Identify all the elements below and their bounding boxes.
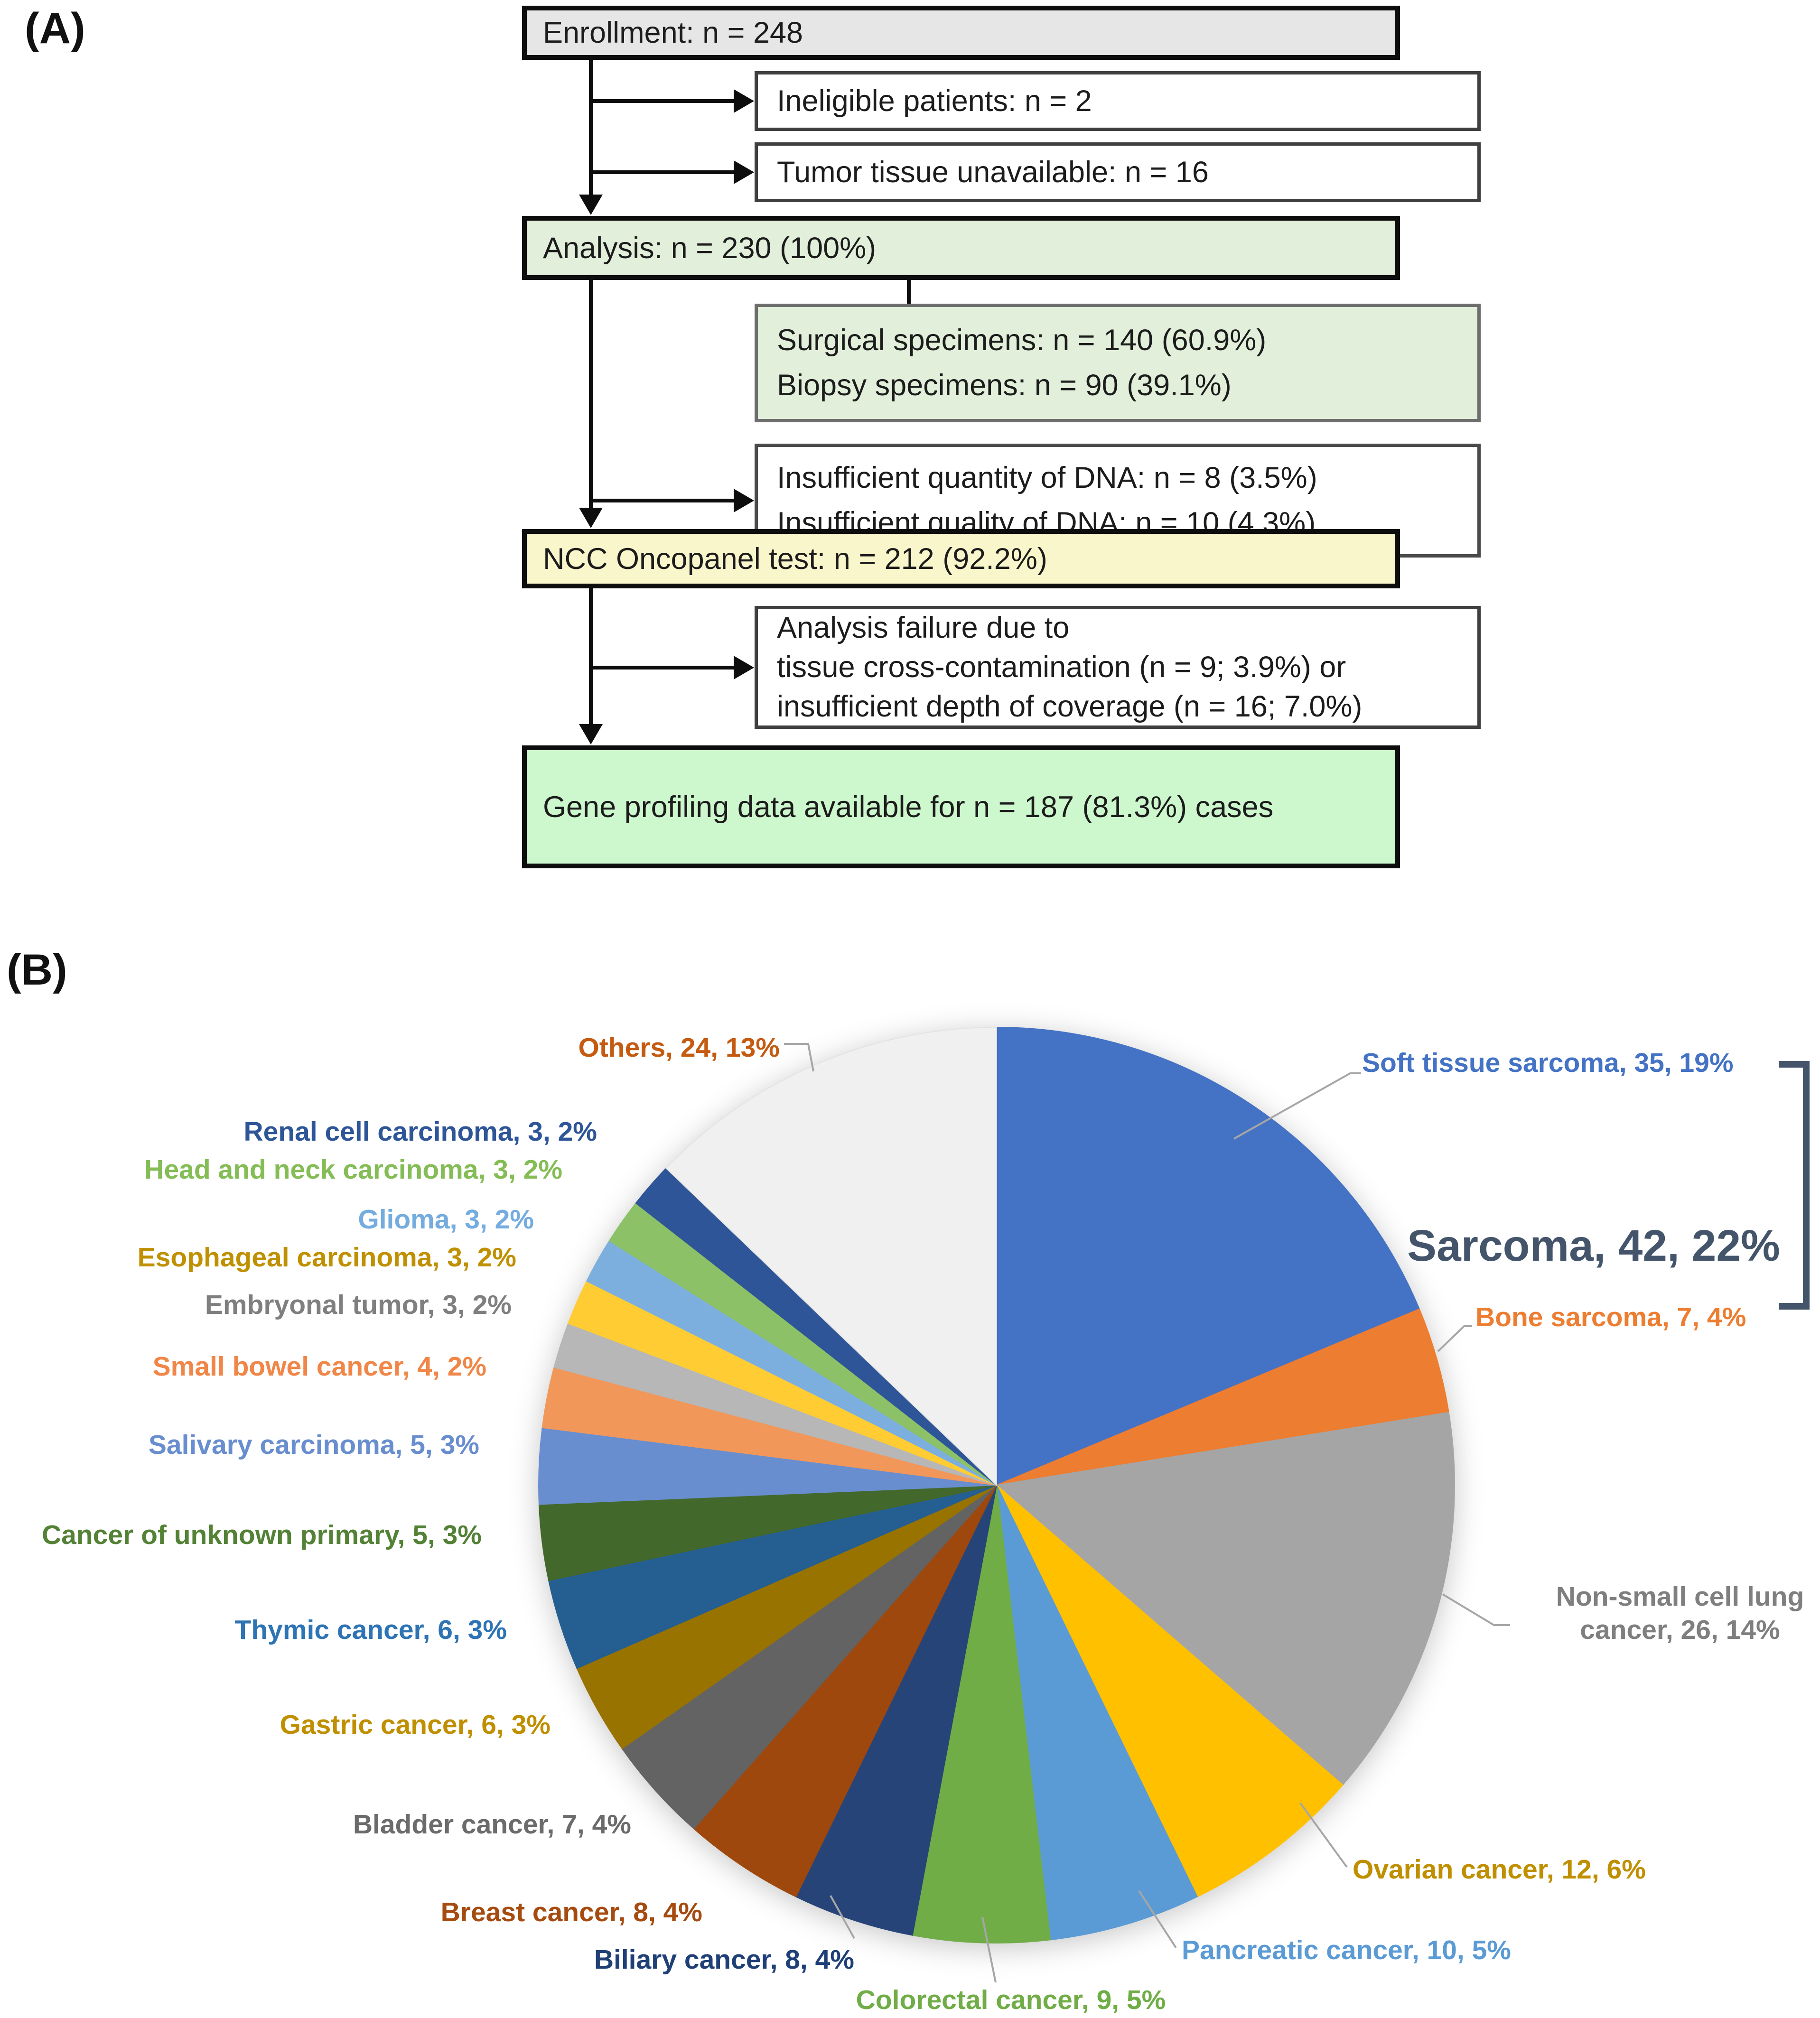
flowchart-box-ineligible-text: Ineligible patients: n = 2: [777, 84, 1092, 118]
pie-slice-ovarian: [996, 1485, 1344, 1897]
pie-label-esophageal: Esophageal carcinoma, 3, 2%: [137, 1242, 516, 1273]
pie-label-biliary: Biliary cancer, 8, 4%: [594, 1944, 854, 1975]
pie-slice-bladder: [621, 1485, 997, 1830]
pie-label-head-neck: Head and neck carcinoma, 3, 2%: [144, 1154, 562, 1185]
pie-leader-lines: [784, 1043, 1510, 1983]
pie-slice-biliary: [795, 1485, 997, 1936]
pie-label-others: Others, 24, 13%: [578, 1032, 780, 1063]
flowchart-box-oncopanel: NCC Oncopanel test: n = 212 (92.2%): [522, 529, 1400, 588]
leader-others: [784, 1043, 814, 1072]
leader-soft-tissue-sarcoma: [1233, 1072, 1361, 1140]
pie-label-breast: Breast cancer, 8, 4%: [440, 1897, 702, 1927]
pie-label-renal: Renal cell carcinoma, 3, 2%: [243, 1116, 597, 1147]
flowchart-box-failure-line3: insufficient depth of coverage (n = 16; …: [777, 690, 1363, 723]
pie-chart: [538, 1026, 1455, 1944]
pie-label-glioma: Glioma, 3, 2%: [358, 1204, 534, 1235]
panel-a-label: (A): [25, 4, 85, 53]
panel-b-label: (B): [7, 946, 67, 994]
pie-label-thymic: Thymic cancer, 6, 3%: [234, 1615, 507, 1645]
pie-label-pancreatic: Pancreatic cancer, 10, 5%: [1182, 1935, 1511, 1965]
sarcoma-annotation: Sarcoma, 42, 22%: [1407, 1221, 1780, 1270]
flowchart-box-dna-line1: Insufficient quantity of DNA: n = 8 (3.5…: [777, 461, 1317, 494]
pie-slice-breast: [693, 1485, 997, 1897]
flowchart-box-tumor-tissue-text: Tumor tissue unavailable: n = 16: [777, 156, 1209, 189]
pie-label-unknown-primary: Cancer of unknown primary, 5, 3%: [41, 1520, 482, 1550]
flowchart-box-analysis: Analysis: n = 230 (100%): [522, 216, 1400, 280]
flowchart-box-specimens: Surgical specimens: n = 140 (60.9%) Biop…: [755, 304, 1481, 422]
pie-label-soft-tissue-sarcoma: Soft tissue sarcoma, 35, 19%: [1362, 1048, 1734, 1078]
pie-slice-pancreatic: [996, 1485, 1198, 1941]
flowchart-box-ineligible: Ineligible patients: n = 2: [755, 71, 1481, 131]
flowchart-box-failure: Analysis failure due to tissue cross-con…: [755, 606, 1481, 729]
pie-slice-nsclc: [995, 1412, 1455, 1786]
pie-slice-soft-tissue-sarcoma: [996, 1026, 1420, 1486]
leader-bone-sarcoma: [1437, 1325, 1472, 1352]
flowchart-box-failure-line2: tissue cross-contamination (n = 9; 3.9%)…: [777, 651, 1346, 684]
flowchart-box-enrollment: Enrollment: n = 248: [522, 6, 1400, 60]
pie-label-bone-sarcoma: Bone sarcoma, 7, 4%: [1475, 1302, 1746, 1332]
leader-nsclc: [1442, 1593, 1510, 1626]
pie-slice-bone-sarcoma: [996, 1308, 1449, 1486]
leader-pancreatic: [1138, 1890, 1177, 1949]
flowchart-box-specimens-line1: Surgical specimens: n = 140 (60.9%): [777, 324, 1267, 357]
flowchart-connectors: [579, 60, 911, 744]
pie-label-small-bowel: Small bowel cancer, 4, 2%: [152, 1351, 486, 1382]
flowchart-box-enrollment-text: Enrollment: n = 248: [543, 16, 803, 49]
sarcoma-bracket: [1779, 1061, 1810, 1310]
flowchart-box-oncopanel-text: NCC Oncopanel test: n = 212 (92.2%): [543, 542, 1047, 576]
flowchart-box-gene-profiling-text: Gene profiling data available for n = 18…: [543, 790, 1274, 824]
pie-label-colorectal: Colorectal cancer, 9, 5%: [856, 1985, 1166, 2015]
flowchart-box-analysis-text: Analysis: n = 230 (100%): [543, 231, 877, 265]
pie-label-ovarian: Ovarian cancer, 12, 6%: [1353, 1854, 1646, 1885]
leader-colorectal: [981, 1916, 997, 1983]
pie-label-gastric: Gastric cancer, 6, 3%: [280, 1710, 551, 1740]
pie-label-salivary: Salivary carcinoma, 5, 3%: [148, 1430, 479, 1460]
leader-biliary: [830, 1895, 855, 1939]
pie-label-nsclc: Non-small cell lung cancer, 26, 14%: [1556, 1581, 1804, 1645]
pie-label-embryonal: Embryonal tumor, 3, 2%: [205, 1290, 512, 1320]
pie-label-bladder: Bladder cancer, 7, 4%: [353, 1809, 631, 1840]
pie-slice-colorectal: [912, 1485, 1051, 1944]
flowchart-box-specimens-line2: Biopsy specimens: n = 90 (39.1%): [777, 369, 1232, 402]
leader-ovarian: [1299, 1802, 1348, 1868]
flowchart-box-failure-line1: Analysis failure due to: [777, 611, 1070, 644]
flowchart-box-gene-profiling: Gene profiling data available for n = 18…: [522, 745, 1400, 868]
flowchart-box-tumor-tissue: Tumor tissue unavailable: n = 16: [755, 142, 1481, 202]
pie-slice-others: [665, 1026, 997, 1487]
